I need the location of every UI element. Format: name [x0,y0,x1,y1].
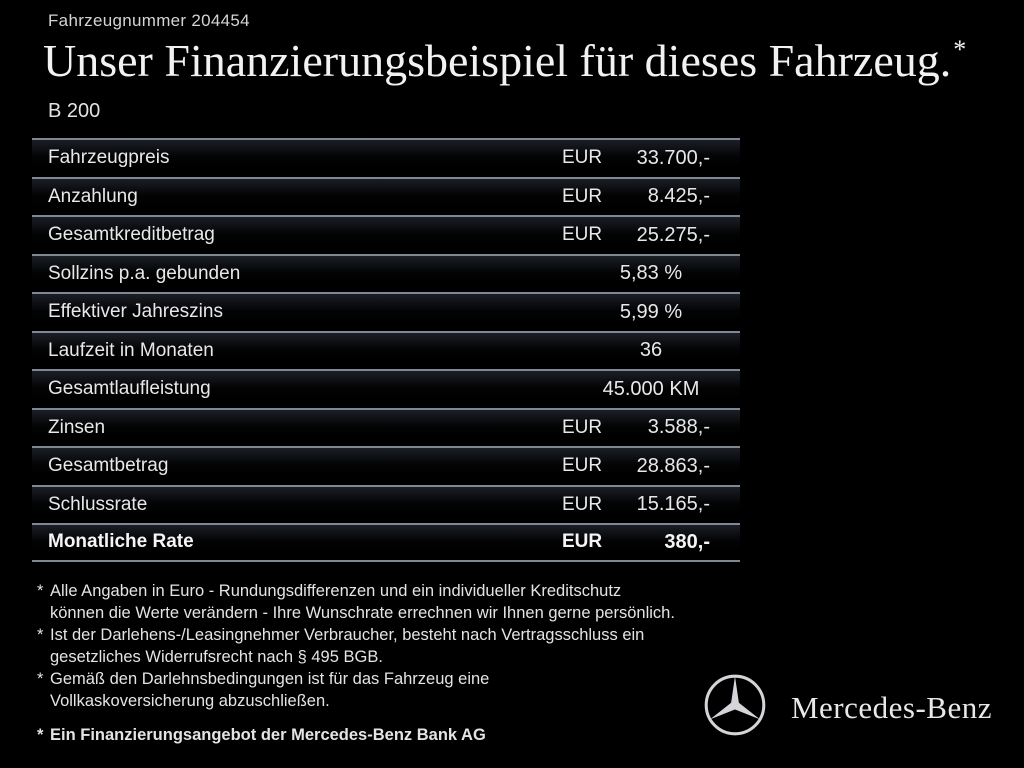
table-row: Gesamtlaufleistung 45.000 KM [32,369,740,408]
financing-table: Fahrzeugpreis EUR 33.700,- Anzahlung EUR… [32,138,740,562]
table-row: Laufzeit in Monaten 36 [32,330,740,369]
row-value: 5,83 % [619,262,683,285]
table-row: Effektiver Jahreszins 5,99 % [32,292,740,331]
row-value: 28.863,- [636,454,710,477]
footnote-item: * Alle Angaben in Euro - Rundungsdiffere… [37,580,743,624]
table-row: Gesamtbetrag EUR 28.863,- [32,446,740,485]
row-label: Laufzeit in Monaten [48,339,214,361]
table-row-monthly-rate: Monatliche Rate EUR 380,- [32,523,740,562]
page-title: Unser Finanzierungsbeispiel für dieses F… [43,34,966,87]
table-row: Fahrzeugpreis EUR 33.700,- [32,138,740,177]
footnote-text: Gemäß den Darlehnsbedingungen ist für da… [50,668,743,712]
table-row: Sollzins p.a. gebunden 5,83 % [32,253,740,292]
row-value: 5,99 % [619,300,683,323]
footnote-item: * Ist der Darlehens-/Leasingnehmer Verbr… [37,624,743,668]
row-label: Gesamtlaufleistung [48,378,211,400]
row-value: 25.275,- [636,223,710,246]
table-row: Gesamtkreditbetrag EUR 25.275,- [32,215,740,254]
table-row: Zinsen EUR 3.588,- [32,407,740,446]
footnote-marker: * [37,626,44,644]
row-label: Anzahlung [48,185,138,207]
footnote-line: Alle Angaben in Euro - Rundungsdifferenz… [50,582,622,600]
footnote-item: * Gemäß den Darlehnsbedingungen ist für … [37,668,743,712]
footnote-line: gesetzliches Widerrufsrecht nach § 495 B… [50,648,383,666]
footnote-marker: * [37,582,44,600]
row-value: 8.425,- [647,185,710,208]
row-currency: EUR [562,224,603,246]
vehicle-number: Fahrzeugnummer 204454 [48,11,250,30]
footnotes: * Alle Angaben in Euro - Rundungsdiffere… [37,580,743,746]
model-name: B 200 [48,100,101,122]
page-title-asterisk: * [953,35,967,64]
row-currency: EUR [562,493,603,515]
table-row: Anzahlung EUR 8.425,- [32,176,740,215]
row-label: Gesamtkreditbetrag [48,224,215,246]
row-label: Fahrzeugpreis [48,147,170,169]
row-currency: EUR [562,185,603,207]
page-title-text: Unser Finanzierungsbeispiel für dieses F… [43,35,952,86]
row-label: Schlussrate [48,493,148,515]
row-value: 36 [639,339,663,362]
footnote-line: Gemäß den Darlehnsbedingungen ist für da… [50,670,490,688]
row-currency: EUR [562,147,603,169]
mercedes-star-icon [701,671,769,744]
footnote-text: Ein Finanzierungsangebot der Mercedes-Be… [50,726,486,744]
row-value: 45.000 KM [602,377,700,400]
row-value: 15.165,- [636,493,710,516]
footnote-text: Ist der Darlehens-/Leasingnehmer Verbrau… [50,624,743,668]
row-value: 380,- [664,530,710,553]
row-currency: EUR [562,531,603,553]
table-row: Schlussrate EUR 15.165,- [32,484,740,523]
footnote-line: Ist der Darlehens-/Leasingnehmer Verbrau… [50,626,645,644]
row-label: Monatliche Rate [48,531,194,553]
row-label: Gesamtbetrag [48,455,169,477]
row-label: Sollzins p.a. gebunden [48,262,241,284]
row-label: Effektiver Jahreszins [48,301,223,323]
footnote-text: Alle Angaben in Euro - Rundungsdifferenz… [50,580,743,624]
footnote-line: Vollkaskoversicherung abzuschließen. [50,692,330,710]
row-value: 33.700,- [636,146,710,169]
brand-area: Mercedes-Benz [701,671,992,744]
footnote-line: können die Werte verändern - Ihre Wunsch… [50,604,675,622]
row-value: 3.588,- [647,416,710,439]
row-label: Zinsen [48,416,106,438]
row-currency: EUR [562,416,603,438]
brand-wordmark: Mercedes-Benz [790,689,992,725]
footnote-marker: * [37,670,44,688]
footnote-marker: * [37,726,44,744]
row-currency: EUR [562,455,603,477]
financing-offer-note: * Ein Finanzierungsangebot der Mercedes-… [37,724,743,746]
